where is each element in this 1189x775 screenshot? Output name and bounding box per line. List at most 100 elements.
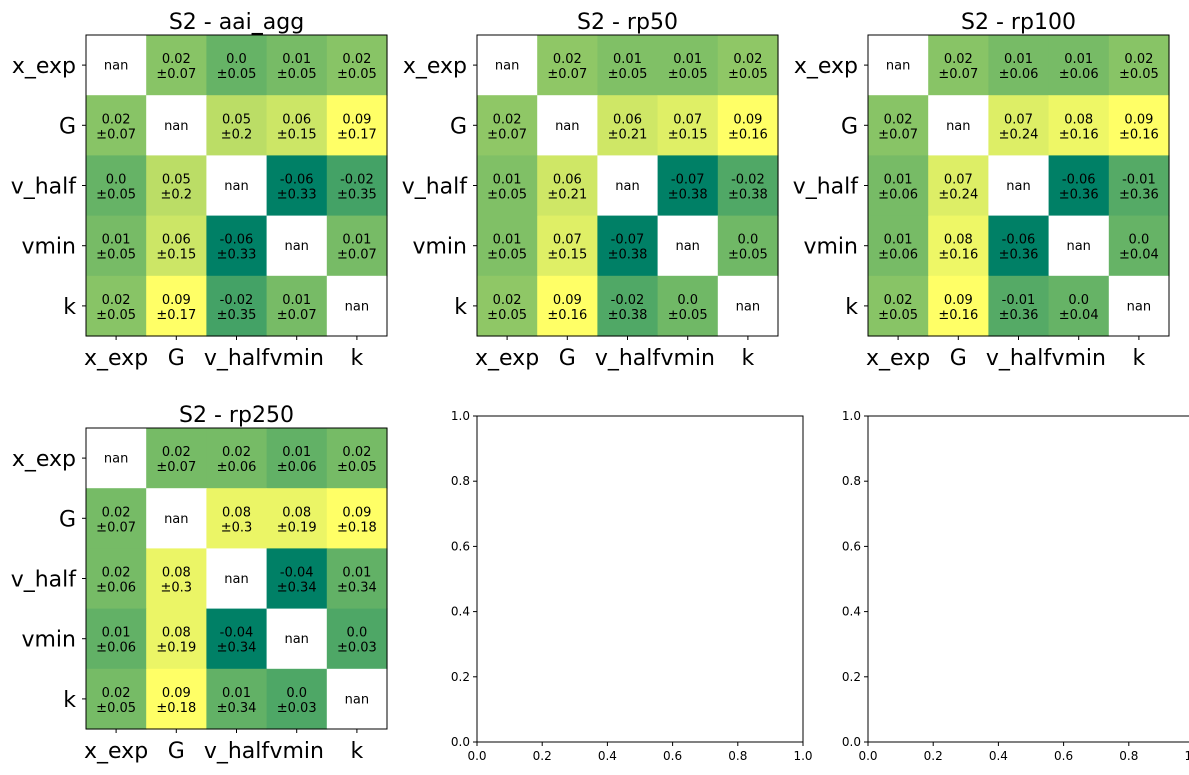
cell-label-line: 0.09 [553, 293, 582, 308]
cell-label: -0.02 ±0.35 [337, 173, 377, 203]
axes-frame [867, 415, 1189, 743]
cell-label: 0.09 ±0.16 [1119, 112, 1159, 142]
cell-label: 0.02 ±0.05 [728, 52, 768, 82]
cell-label-line: 0.07 [1004, 112, 1033, 127]
cell-label: -0.02 ±0.38 [728, 173, 768, 203]
heatmap-cell [206, 35, 268, 96]
cell-label-line: ±0.38 [728, 188, 768, 203]
cell-label: 0.0 ±0.05 [96, 173, 136, 203]
cell-label-line: ±0.34 [277, 581, 317, 596]
heatmap-cell [657, 95, 719, 156]
cell-label: -0.01 ±0.36 [999, 293, 1039, 323]
cell-label-line: ±0.15 [547, 248, 587, 263]
cell-label-line: -0.04 [220, 626, 254, 641]
cell-label-line: ±0.06 [878, 248, 918, 263]
cell-label-line: ±0.35 [337, 188, 377, 203]
cell-label: 0.01 ±0.05 [96, 233, 136, 263]
heatmap-cell [477, 155, 538, 217]
cell-label-line: ±0.2 [221, 127, 253, 142]
cell-label: nan [284, 239, 308, 254]
cell-label-line: ±0.04 [1059, 308, 1099, 323]
x-tick-label: k [1133, 346, 1146, 371]
heatmap-cell [597, 215, 659, 277]
cell-label-line: ±0.36 [1119, 188, 1159, 203]
cell-label: 0.02 ±0.07 [96, 112, 136, 142]
cell-label-line: 0.01 [613, 52, 642, 67]
y-tick-label: 0.8 [451, 474, 470, 488]
x-tick-label: 0.6 [663, 749, 682, 763]
empty-axes-2: 0.0 0.2 0.4 0.6 0.8 1.0 0.0 0.2 0.4 0.6 0.8 1.0 [842, 409, 1189, 763]
y-tick-label: G [450, 114, 467, 139]
heatmap-cell [717, 275, 779, 337]
heatmap-cell [206, 668, 268, 730]
cell-label: nan [224, 179, 248, 194]
heatmap-cell [266, 275, 328, 337]
heatmap-cell [86, 35, 147, 96]
heatmap-cell [868, 35, 929, 96]
cell-label-line: ±0.18 [156, 701, 196, 716]
cell-label-line: ±0.16 [938, 308, 978, 323]
cell-label-line: 0.01 [342, 566, 371, 581]
cell-label-line: 0.0 [1129, 233, 1150, 248]
cell-label-line: 0.02 [342, 52, 371, 67]
cell-label-line: ±0.06 [999, 67, 1039, 82]
x-tick-label: 0.4 [989, 749, 1008, 763]
heatmap-cell [86, 548, 147, 610]
heatmap-cell [146, 608, 207, 670]
panel-title: S2 - rp50 [577, 10, 678, 35]
cell-label-line: ±0.16 [1119, 127, 1159, 142]
heatmap-cell [597, 35, 659, 96]
cell-label: nan [886, 59, 910, 74]
cell-label: nan [1127, 299, 1151, 314]
cell-label-line: ±0.24 [999, 127, 1039, 142]
cell-label-line: 0.02 [493, 293, 522, 308]
heatmap-cell [717, 215, 779, 277]
cell-label: 0.01 ±0.07 [337, 233, 377, 263]
cell-label-line: ±0.07 [156, 67, 196, 82]
cell-label: -0.06 ±0.36 [1059, 173, 1099, 203]
cell-label: nan [1006, 179, 1030, 194]
cell-label-line: ±0.35 [217, 308, 257, 323]
y-tick-label: 0.0 [842, 735, 861, 749]
cell-label-line: ±0.3 [161, 581, 193, 596]
cell-label-line: 0.0 [1068, 293, 1089, 308]
cell-label-line: 0.08 [162, 626, 191, 641]
cell-label-line: 0.01 [282, 293, 311, 308]
cell-label: 0.02 ±0.07 [938, 52, 978, 82]
cell-label-line: 0.02 [944, 52, 973, 67]
cell-label: nan [104, 59, 128, 74]
heatmap-cell [86, 428, 147, 489]
heatmap-cell [206, 215, 268, 277]
x-tick-label: x_exp [84, 739, 148, 764]
heatmap-cell [86, 155, 147, 217]
cell-label-line: 0.05 [222, 112, 251, 127]
x-tick-label: vmin [1051, 346, 1106, 371]
cell-label: 0.0 ±0.04 [1119, 233, 1159, 263]
heatmap-cell [266, 155, 328, 217]
cell-label: 0.08 ±0.16 [938, 233, 978, 263]
cell-label-line: ±0.05 [217, 67, 257, 82]
y-tick-label: 0.2 [451, 670, 470, 684]
cell-label-line: 0.02 [102, 293, 131, 308]
x-tick-label: 0.4 [598, 749, 617, 763]
x-tick-label: k [351, 739, 364, 764]
cell-label-line: 0.02 [342, 445, 371, 460]
heatmap-cell [86, 668, 147, 730]
cell-label-line: ±0.05 [608, 67, 648, 82]
cell-label: -0.02 ±0.35 [217, 293, 257, 323]
heatmap-cell [1108, 275, 1170, 337]
x-tick-label: G [168, 739, 185, 764]
cell-label-line: -0.06 [220, 233, 254, 248]
cell-label-line: ±0.36 [999, 248, 1039, 263]
x-tick-label: vmin [660, 346, 715, 371]
x-tick-label: 0.0 [467, 749, 486, 763]
heatmap-cell [988, 155, 1050, 217]
heatmap-cell [266, 668, 328, 730]
cell-label: 0.09 ±0.17 [337, 112, 377, 142]
heatmap-cell [266, 548, 328, 610]
y-tick-label: x_exp [12, 54, 76, 79]
x-tick-label: 0.0 [858, 749, 877, 763]
heatmap-cell [266, 608, 328, 670]
y-tick-label: 0.2 [842, 670, 861, 684]
